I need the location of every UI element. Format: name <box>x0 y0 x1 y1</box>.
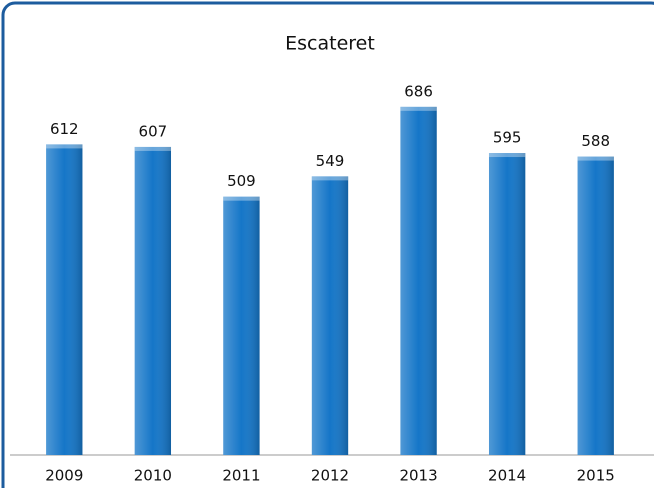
bar-shade <box>400 106 437 455</box>
chart-title: Escateret <box>285 33 375 55</box>
x-tick-label: 2014 <box>488 467 526 485</box>
bar-cap <box>577 156 614 161</box>
bar-shade <box>134 146 172 455</box>
bar-shade <box>223 196 260 455</box>
bar-cap <box>223 196 260 201</box>
x-tick-label: 2012 <box>311 467 349 485</box>
bar-shade <box>311 176 349 455</box>
bar-cap <box>400 106 437 111</box>
data-label: 588 <box>581 132 610 150</box>
x-tick-label: 2011 <box>222 467 260 485</box>
data-label: 509 <box>227 172 256 190</box>
bar-shade <box>577 156 614 455</box>
data-label: 686 <box>404 82 433 100</box>
bar-cap <box>134 146 172 151</box>
bar-cap <box>488 153 526 158</box>
data-label: 595 <box>493 129 522 147</box>
data-label: 549 <box>316 152 345 170</box>
bar-cap <box>46 144 83 149</box>
bar-cap <box>311 176 349 181</box>
bar-shade <box>488 153 526 455</box>
x-tick-label: 2015 <box>577 467 615 485</box>
bar-shade <box>46 144 83 455</box>
data-label: 607 <box>139 122 168 140</box>
x-tick-label: 2013 <box>399 467 437 485</box>
x-tick-label: 2010 <box>134 467 172 485</box>
data-label: 612 <box>50 120 79 138</box>
x-tick-label: 2009 <box>45 467 83 485</box>
